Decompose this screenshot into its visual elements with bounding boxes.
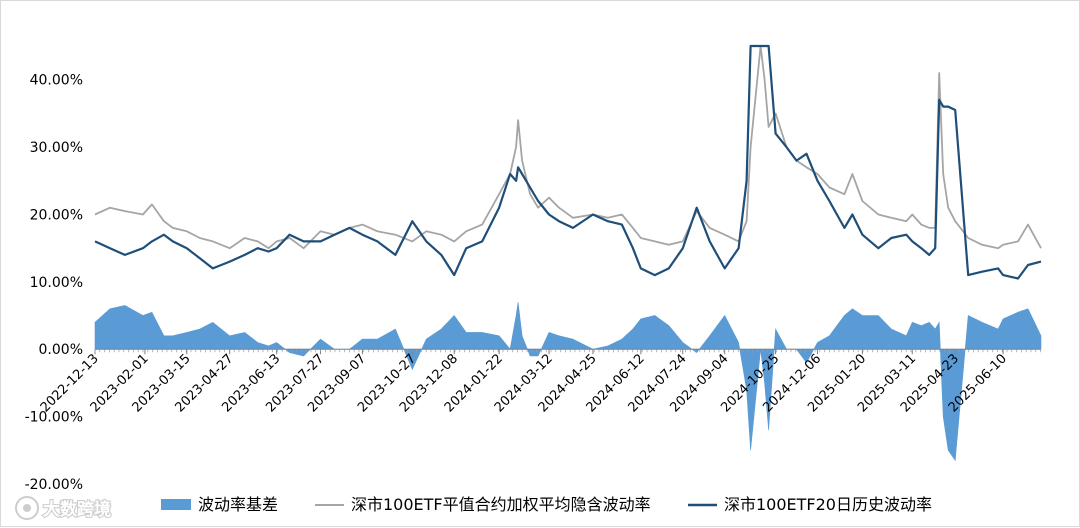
legend-swatch-spread bbox=[161, 499, 191, 510]
spread-area-layer bbox=[94, 302, 1042, 462]
lines-layer bbox=[94, 44, 1042, 280]
watermark-text: 大数跨境 bbox=[43, 499, 111, 520]
watermark-logo-icon bbox=[15, 496, 39, 520]
y-tick-label: 30.00% bbox=[30, 140, 83, 156]
series-implied-vol-line bbox=[94, 45, 1042, 250]
y-tick-label: 20.00% bbox=[30, 208, 83, 224]
legend-label-historical: 深市100ETF20日历史波动率 bbox=[724, 495, 932, 514]
y-tick-label: 40.00% bbox=[30, 73, 83, 89]
series-spread-area bbox=[94, 302, 1042, 462]
y-tick-label: -10.00% bbox=[25, 410, 83, 426]
y-tick-labels: -20.00% -10.00% 0.00% 10.00% 20.00% 30.00% 40.… bbox=[25, 73, 83, 493]
y-tick-label: 0.00% bbox=[39, 342, 83, 358]
legend: 波动率基差 深市100ETF平值合约加权平均隐含波动率 深市100ETF20日历… bbox=[161, 495, 932, 514]
legend-label-implied: 深市100ETF平值合约加权平均隐含波动率 bbox=[351, 495, 651, 514]
watermark-logo-dot bbox=[23, 504, 31, 512]
legend-label-spread: 波动率基差 bbox=[198, 495, 278, 514]
y-tick-label: -20.00% bbox=[25, 477, 83, 493]
x-tick-labels: 2022-12-132023-02-012023-03-152023-04-27… bbox=[38, 351, 1010, 415]
watermark: 大数跨境 bbox=[15, 496, 112, 521]
y-tick-label: 10.00% bbox=[30, 275, 83, 291]
series-historical-vol-line bbox=[94, 44, 1042, 280]
axes-layer bbox=[94, 348, 1041, 355]
